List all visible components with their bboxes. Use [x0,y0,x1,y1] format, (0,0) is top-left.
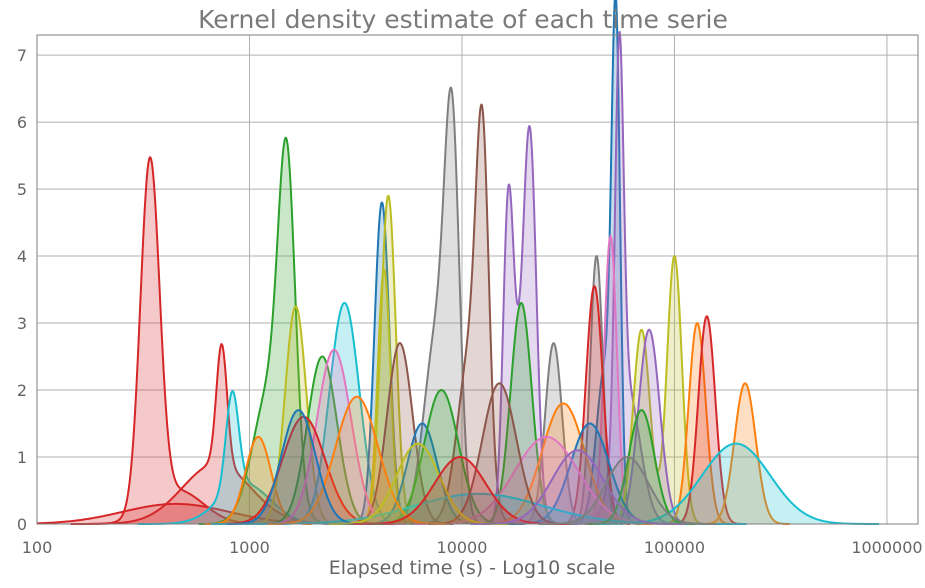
x-tick-label: 10000 [437,538,488,557]
x-axis-ticks: 100 1000 10000 100000 1000000 [22,538,923,557]
series-fill [583,235,638,524]
series-fill [227,410,370,524]
series-fill [569,256,624,524]
series-line [470,449,685,525]
series-fill [484,126,558,524]
series-fill [417,104,525,524]
grid [36,35,918,525]
series-fill [509,423,671,524]
series-fill [267,396,447,524]
plot-frame [36,34,919,525]
x-tick-label: 1000000 [851,538,922,557]
y-tick-label: 4 [17,247,27,266]
series-line [267,395,447,525]
y-tick-label: 7 [17,46,27,65]
series-fill [73,344,360,524]
x-axis-label: Elapsed time (s) - Log10 scale [329,557,615,579]
series-line [475,301,567,525]
series-line [587,409,696,525]
series-fill [251,306,341,524]
series-fill [428,383,571,524]
series-fill [262,349,406,524]
y-axis-ticks: 0 1 2 3 4 5 6 7 [17,46,27,534]
series-fill [359,423,485,524]
series-line [328,442,508,525]
series-fill [37,503,399,524]
series-line [699,382,791,525]
series-fill [357,195,420,524]
y-tick-label: 5 [17,180,27,199]
series-fill [259,356,385,524]
chart-title: Kernel density estimate of each time ser… [198,5,728,34]
series-fill [573,32,681,525]
series-fill [517,343,590,524]
series-line [483,125,558,525]
series-fill [538,457,717,524]
series-line [670,315,744,525]
x-tick-label: 100 [22,538,53,557]
series-fill [476,302,566,524]
y-tick-label: 6 [17,113,27,132]
series-fill [700,383,790,524]
series-fill [346,343,454,524]
y-tick-label: 1 [17,448,27,467]
y-tick-label: 3 [17,314,27,333]
series-layer [36,0,879,525]
series-fill [593,443,879,524]
x-tick-label: 100000 [644,538,705,557]
series-fill [470,450,685,524]
series-fill [328,443,508,524]
y-tick-label: 0 [17,515,27,534]
series-fill [214,416,393,524]
series-fill [588,410,696,524]
series-fill [350,202,414,524]
y-tick-label: 2 [17,381,27,400]
series-fill [412,436,681,524]
series-fill [204,436,312,524]
series-fill [671,316,743,524]
x-tick-label: 1000 [229,538,270,557]
series-fill [558,286,631,524]
series-fill [474,403,653,524]
series-fill [357,269,411,524]
series-fill [198,137,342,524]
series-line [352,456,568,525]
series-fill [353,457,568,524]
series-line [427,382,572,525]
series-line [250,305,341,525]
series-line [226,409,371,525]
series-line [537,456,717,525]
series-fill [369,390,513,524]
series-fill [137,391,352,524]
series-fill [211,493,747,524]
